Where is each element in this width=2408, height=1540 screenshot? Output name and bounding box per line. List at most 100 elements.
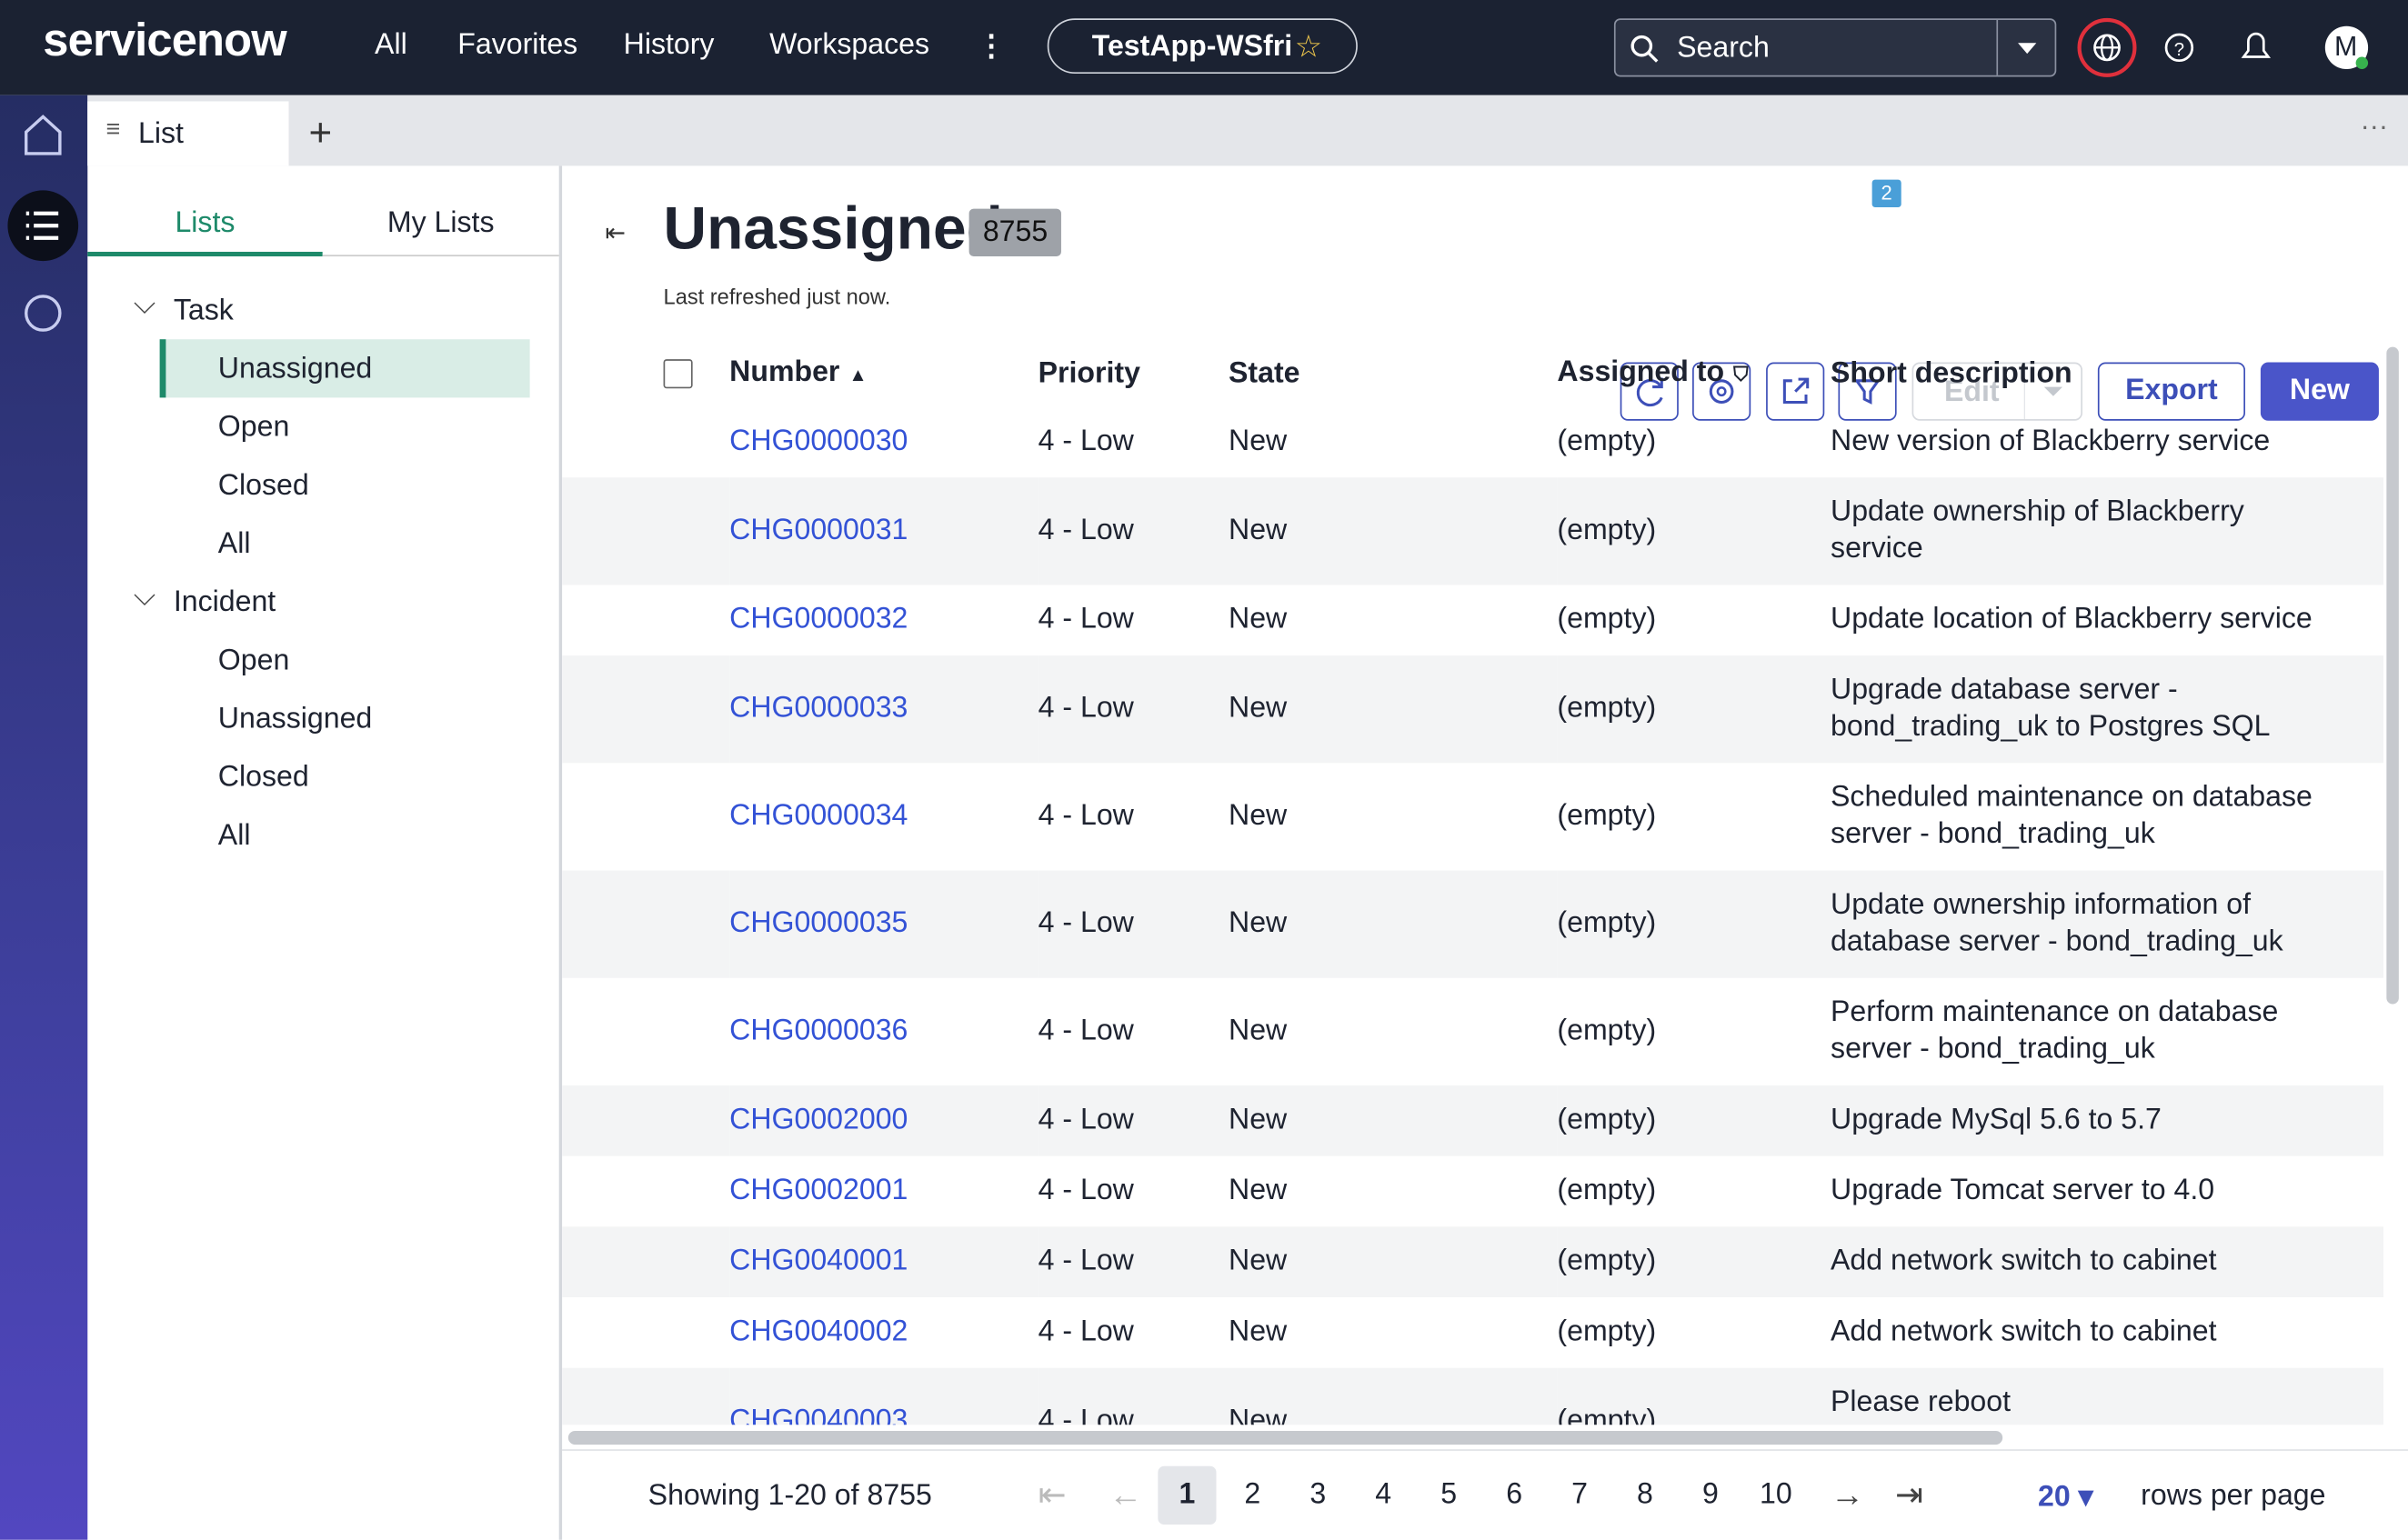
record-link[interactable]: CHG0000031 [729,514,908,547]
page-link[interactable]: 4 [1375,1478,1392,1511]
record-link[interactable]: CHG0000035 [729,907,908,940]
active-tab[interactable]: ≡ List [87,101,289,166]
tree-item[interactable]: All [217,527,251,561]
next-page[interactable]: → [1831,1475,1865,1515]
logo[interactable]: servicenow [43,15,286,66]
tree-group[interactable]: Incident [173,586,276,619]
column-header[interactable]: Priority [1038,341,1229,407]
column-label: State [1229,356,1300,390]
avatar-initial: M [2333,30,2358,62]
export-button[interactable]: Export [2097,362,2245,421]
cell-text: 4 - Low [1038,1104,1134,1136]
record-link[interactable]: CHG0000030 [729,425,908,458]
cell: New [1229,1226,1558,1298]
tree-item[interactable]: Closed [217,761,309,795]
search-dropdown[interactable] [1996,19,2056,75]
tab-more[interactable]: ··· [2360,110,2389,142]
column-header[interactable]: Number ▲ [729,341,1038,407]
nav-item[interactable]: All [375,29,407,62]
v-scrollbar[interactable] [2386,346,2399,1005]
column-header[interactable]: Short description [1831,341,2383,407]
star-icon[interactable]: ☆ [1294,30,1322,65]
cell: (empty) [1557,1226,1831,1298]
collapse-icon[interactable]: ⇤ [605,221,627,247]
cell: 4 - Low [1038,477,1229,585]
settings-button[interactable] [1692,362,1751,421]
count-badge: 8755 [968,208,1062,257]
cell-text: (empty) [1557,1315,1657,1348]
tree-caret[interactable]: ⌵ [133,580,156,613]
tree-item[interactable]: Unassigned [217,353,373,385]
record-link[interactable]: CHG0040001 [729,1245,908,1278]
nav-item[interactable]: Favorites [457,29,578,62]
cell: 4 - Low [1038,1297,1229,1368]
last-page[interactable]: ⇥ [1894,1475,1924,1515]
home-icon[interactable] [25,115,62,155]
left-rail [0,95,88,1540]
select-all[interactable] [663,359,693,389]
prev-page[interactable]: ← [1109,1475,1143,1515]
nav-item[interactable]: History [623,29,715,62]
tree-item[interactable]: Closed [217,469,309,503]
record-link[interactable]: CHG0000033 [729,692,908,725]
tree-item[interactable]: Open [217,645,290,677]
sidebar-tab-active[interactable]: Lists [87,196,323,257]
new-button[interactable]: New [2260,362,2379,421]
first-page[interactable]: ⇤ [1038,1475,1067,1515]
page-link[interactable]: 5 [1440,1478,1458,1511]
record-link[interactable]: CHG0040002 [729,1315,908,1348]
app-pill[interactable]: TestApp-WSfri ☆ [1047,18,1358,75]
sidebar-tab[interactable]: My Lists [322,196,559,257]
globe-ring[interactable] [2077,17,2137,77]
record-link[interactable]: CHG0000032 [729,603,908,636]
app-name: TestApp-WSfri [1091,30,1293,64]
column-label: Priority [1038,356,1140,390]
tree-group[interactable]: Task [173,295,234,327]
cell-text: Please reboot ApplicationServerHelpdesk [1831,1385,2181,1425]
nav-item[interactable]: Workspaces [769,29,930,62]
column-header[interactable]: State [1229,341,1557,407]
edit-caret [2023,364,2063,420]
cell: Perform maintenance on database server -… [1831,978,2383,1085]
table-row: CHG0000034 4 - Low New (empty) Scheduled mai… [562,763,2383,870]
tree-caret[interactable]: ⌵ [133,288,156,321]
cell-text: (empty) [1557,1245,1657,1278]
help-icon[interactable] [2164,33,2194,63]
search-box[interactable]: Search [1613,18,2057,77]
page-link[interactable]: 9 [1702,1478,1719,1511]
page-link[interactable]: 6 [1506,1478,1523,1511]
page-link[interactable]: 3 [1309,1478,1327,1511]
avatar[interactable] [2324,25,2369,69]
page-link[interactable]: 7 [1571,1478,1588,1511]
more-menu[interactable]: ⋮ [977,30,1007,64]
tree-item[interactable]: All [217,819,251,853]
h-scrollbar[interactable] [567,1430,2003,1445]
cell-text: 4 - Low [1038,1315,1134,1348]
cell: (empty) [1557,1367,1831,1425]
row-select-cell [562,978,729,1085]
column-header[interactable]: Assigned to ⛉ [1557,341,1831,407]
cell: New [1229,477,1558,585]
record-link[interactable]: CHG0000036 [729,1015,908,1047]
rows-per-page-select[interactable]: 20 ▾ [2038,1481,2093,1515]
page-link[interactable]: 8 [1637,1478,1653,1511]
filter-count: 2 [1871,179,1901,207]
record-link[interactable]: CHG0000034 [729,799,908,833]
share-button[interactable] [1766,362,1825,421]
edit-button[interactable]: Edit [1911,362,2082,421]
page-link[interactable]: 2 [1244,1478,1261,1511]
record-link[interactable]: CHG0002001 [729,1174,908,1207]
bell-icon[interactable] [2241,32,2272,58]
sidebar: Lists My Lists ⌵ Task Unassigned Open Closed… [87,165,563,1540]
tree-item[interactable]: Unassigned [217,703,373,735]
cell: Add network switch to cabinet [1831,1297,2383,1368]
refresh-button[interactable] [1620,362,1679,421]
tree-item[interactable]: Open [217,411,290,445]
page-link[interactable]: 10 [1760,1478,1792,1511]
record-link[interactable]: CHG0040003 [729,1405,908,1425]
record-link[interactable]: CHG0002000 [729,1104,908,1136]
page-current[interactable]: 1 [1158,1465,1217,1525]
filter-button[interactable] [1838,362,1897,421]
analytics-icon[interactable] [25,295,62,332]
add-tab[interactable]: + [308,108,333,155]
